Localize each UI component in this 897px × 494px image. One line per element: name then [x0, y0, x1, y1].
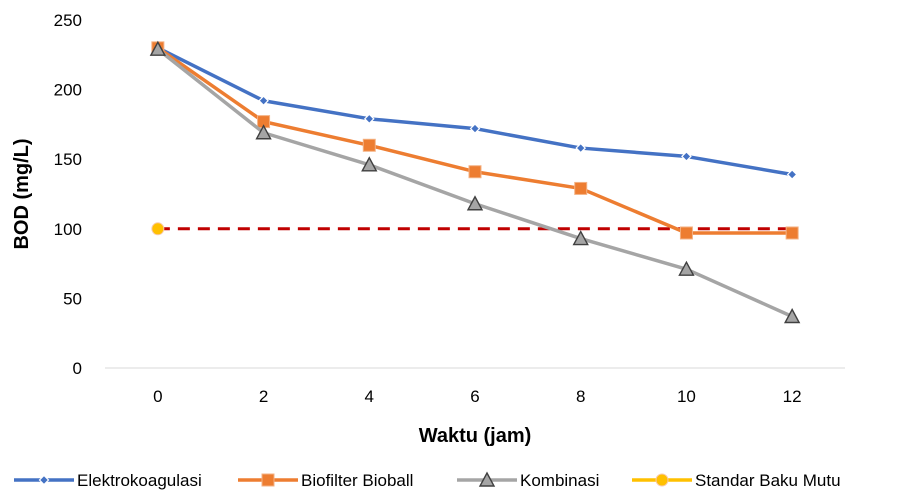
series-layer [149, 40, 801, 324]
series-1 [151, 41, 799, 240]
y-axis-title: BOD (mg/L) [11, 138, 33, 249]
legend-item: Standar Baku Mutu [632, 471, 841, 490]
data-point [468, 165, 482, 179]
x-tick-label: 8 [576, 387, 585, 406]
data-point [574, 181, 588, 195]
y-tick-label: 250 [54, 11, 82, 30]
legend-label: Kombinasi [520, 471, 599, 490]
x-axis-title: Waktu (jam) [419, 425, 532, 447]
legend-swatch-marker [655, 473, 669, 487]
legend-item: Biofilter Bioball [238, 471, 413, 490]
y-tick-label: 50 [63, 289, 82, 308]
data-point [681, 151, 692, 162]
series-line [156, 47, 793, 319]
legend-label: Standar Baku Mutu [695, 471, 841, 490]
data-point [678, 260, 695, 276]
legend: Elektrokoagulasi Biofilter Bioball Kombina… [14, 471, 841, 490]
data-point [785, 226, 799, 240]
data-point [469, 123, 481, 134]
legend-swatch-marker [478, 471, 496, 487]
data-point [361, 156, 378, 172]
legend-item: Elektrokoagulasi [14, 471, 202, 490]
data-point [255, 124, 272, 140]
data-point [258, 95, 269, 107]
legend-label: Elektrokoagulasi [77, 471, 202, 490]
data-point [466, 195, 484, 211]
series-0 [152, 42, 798, 180]
legend-swatch-marker [38, 474, 50, 486]
series-3 [151, 222, 165, 236]
y-tick-label: 150 [54, 150, 82, 169]
y-tick-label: 100 [54, 220, 82, 239]
y-tick-label: 0 [73, 359, 82, 378]
data-point [362, 138, 376, 152]
legend-label: Biofilter Bioball [301, 471, 413, 490]
series-line [157, 46, 793, 177]
x-tick-label: 0 [153, 387, 162, 406]
x-tick-label: 4 [365, 387, 374, 406]
data-point [149, 40, 167, 56]
data-point [151, 222, 165, 236]
data-point [575, 142, 587, 154]
data-point [786, 169, 798, 180]
legend-item: Kombinasi [457, 471, 599, 490]
x-tick-label: 6 [470, 387, 479, 406]
data-point [783, 308, 801, 324]
series-2 [149, 40, 801, 324]
x-axis-ticks: 0 2 4 6 8 10 12 [153, 387, 801, 406]
x-tick-label: 10 [677, 387, 696, 406]
y-tick-label: 200 [54, 81, 82, 100]
legend-swatch-marker [261, 473, 275, 487]
x-tick-label: 12 [783, 387, 802, 406]
data-point [363, 113, 375, 125]
data-point [679, 226, 693, 240]
y-axis-ticks: 0 50 100 150 200 250 [54, 11, 82, 378]
x-tick-label: 2 [259, 387, 268, 406]
data-point [572, 230, 589, 246]
